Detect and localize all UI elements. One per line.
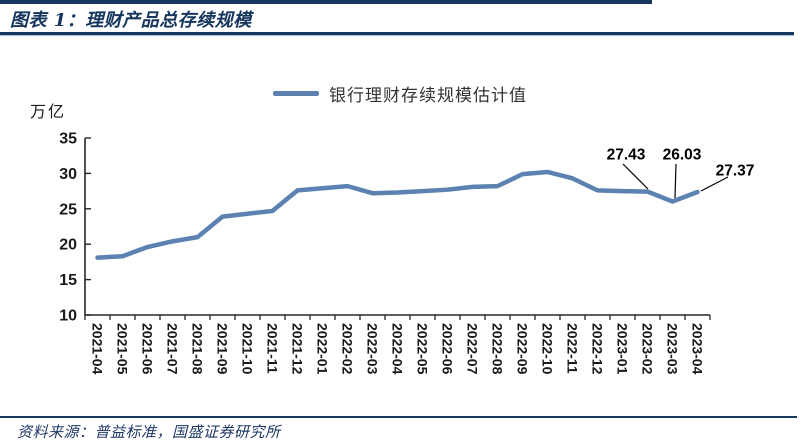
series-line <box>95 169 700 260</box>
x-tick-label: 2022-06 <box>440 323 456 375</box>
y-tick-label: 10 <box>59 308 77 325</box>
y-tick-label: 35 <box>59 131 77 148</box>
y-tick-label: 15 <box>59 272 77 289</box>
annotation-leader <box>674 163 677 199</box>
source-note: 资料来源：普益标准，国盛证券研究所 <box>17 423 281 441</box>
annotation-leader <box>622 163 649 190</box>
footer-divider <box>0 416 797 418</box>
x-tick-label: 2021-04 <box>90 323 106 375</box>
x-tick-label: 2022-01 <box>315 323 331 375</box>
x-tick-label: 2021-10 <box>240 323 256 375</box>
x-tick-label: 2022-11 <box>565 323 581 374</box>
x-tick-label: 2021-06 <box>140 323 156 375</box>
y-tick-label: 30 <box>59 166 77 183</box>
x-tick-label: 2022-10 <box>540 323 556 375</box>
y-tick-label: 20 <box>59 237 77 254</box>
figure-title: 图表 1：理财产品总存续规模 <box>10 10 252 31</box>
x-tick-label: 2021-11 <box>265 323 281 374</box>
line-chart: 10 15 20 25 30 35 2021-04 2021-05 2021-06 2021-07… <box>59 131 755 375</box>
title-divider <box>0 32 794 36</box>
annotation-label: 27.37 <box>716 163 755 180</box>
x-tick-label: 2023-01 <box>615 323 631 375</box>
x-tick-label: 2023-02 <box>640 323 656 375</box>
x-tick-label: 2022-03 <box>365 323 381 375</box>
x-tick-label: 2023-04 <box>690 323 706 375</box>
annotation-label: 27.43 <box>607 147 646 164</box>
annotation-leader <box>700 176 729 192</box>
y-axis-unit-label: 万亿 <box>30 104 67 121</box>
x-tick-label: 2022-12 <box>590 323 606 375</box>
x-tick-label: 2021-12 <box>290 323 306 375</box>
annotation-label: 26.03 <box>663 147 702 164</box>
y-tick-label: 25 <box>59 201 77 218</box>
x-tick-label: 2022-08 <box>490 323 506 375</box>
x-tick-label: 2022-07 <box>465 323 481 375</box>
legend-line-swatch <box>273 91 319 96</box>
x-tick-label: 2022-09 <box>515 323 531 375</box>
x-tick-label: 2021-09 <box>215 323 231 375</box>
x-tick-label: 2022-04 <box>390 323 406 375</box>
x-tick-label: 2022-02 <box>340 323 356 375</box>
x-tick-label: 2021-05 <box>115 323 131 375</box>
chart-legend: 银行理财存续规模估计值 <box>0 81 800 106</box>
x-tick-label: 2023-03 <box>665 323 681 375</box>
top-border <box>0 0 652 4</box>
x-tick-label: 2021-07 <box>165 323 181 375</box>
x-tick-label: 2022-05 <box>415 323 431 375</box>
legend-label: 银行理财存续规模估计值 <box>329 86 527 105</box>
x-tick-label: 2021-08 <box>190 323 206 375</box>
